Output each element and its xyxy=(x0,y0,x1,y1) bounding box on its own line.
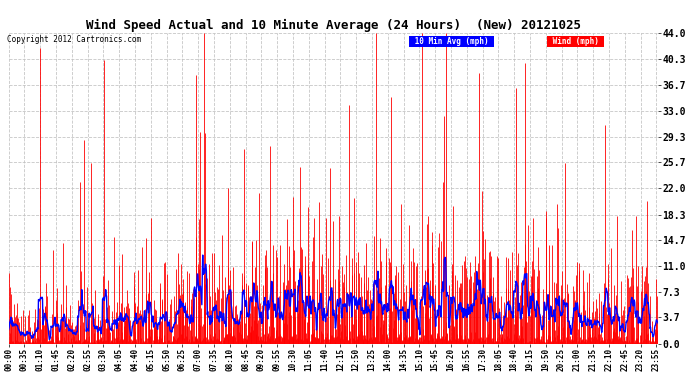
Text: Wind (mph): Wind (mph) xyxy=(548,37,603,46)
Text: Copyright 2012 Cartronics.com: Copyright 2012 Cartronics.com xyxy=(7,35,141,44)
Title: Wind Speed Actual and 10 Minute Average (24 Hours)  (New) 20121025: Wind Speed Actual and 10 Minute Average … xyxy=(86,19,581,32)
Text: 10 Min Avg (mph): 10 Min Avg (mph) xyxy=(410,37,493,46)
